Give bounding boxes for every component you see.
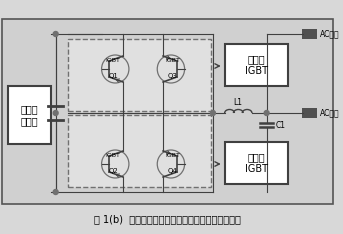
Bar <box>225 142 288 184</box>
Text: 高压侧
IGBT: 高压侧 IGBT <box>245 54 268 76</box>
Bar <box>68 115 211 187</box>
Text: Q4: Q4 <box>168 168 178 174</box>
Text: IGBT: IGBT <box>165 58 180 63</box>
Bar <box>68 39 211 111</box>
Text: AC输出: AC输出 <box>320 29 340 39</box>
Text: AC输出: AC输出 <box>320 109 340 117</box>
Text: IGBT: IGBT <box>106 58 121 63</box>
Text: Q2: Q2 <box>108 168 118 174</box>
Text: Q3: Q3 <box>168 73 178 79</box>
Circle shape <box>53 32 58 37</box>
Text: Q1: Q1 <box>108 73 118 79</box>
Text: L1: L1 <box>233 98 242 107</box>
Circle shape <box>53 110 58 116</box>
Circle shape <box>211 110 215 116</box>
Text: C1: C1 <box>275 121 285 129</box>
Circle shape <box>264 110 269 116</box>
Bar <box>302 108 317 118</box>
Text: 低压侧
IGBT: 低压侧 IGBT <box>245 152 268 174</box>
Circle shape <box>53 190 58 194</box>
Bar <box>8 86 51 144</box>
Bar <box>2 19 333 204</box>
Bar <box>302 29 317 39</box>
Text: IGBT: IGBT <box>106 153 121 158</box>
Text: 图 1(b)  逆变器中全桥开关的栅极驱动器架构示意图: 图 1(b) 逆变器中全桥开关的栅极驱动器架构示意图 <box>94 214 240 224</box>
Bar <box>225 44 288 86</box>
Text: IGBT: IGBT <box>165 153 180 158</box>
Text: 太阳能
电池板: 太阳能 电池板 <box>21 104 38 126</box>
